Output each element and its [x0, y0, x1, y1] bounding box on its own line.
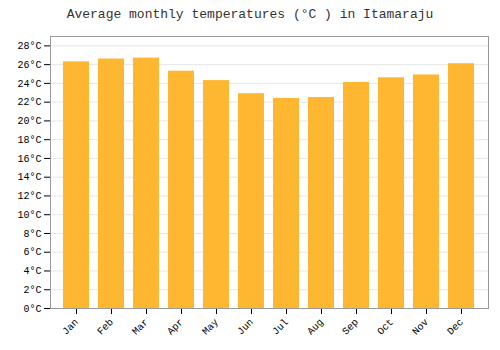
svg-text:22°C: 22°C: [17, 97, 41, 108]
html-text:Average monthly temperatures (: Average monthly temperatures (°C ) in It…: [66, 7, 434, 22]
svg-text:14°C: 14°C: [17, 172, 41, 183]
svg-text:Apr: Apr: [165, 317, 186, 338]
svg-text:10°C: 10°C: [17, 210, 41, 221]
svg-text:Jan: Jan: [60, 317, 81, 338]
svg-text:Sep: Sep: [340, 317, 361, 338]
svg-text:Nov: Nov: [410, 317, 431, 338]
svg-text:26°C: 26°C: [17, 60, 41, 71]
svg-text:28°C: 28°C: [17, 41, 41, 52]
svg-text:6°C: 6°C: [23, 247, 41, 258]
svg-text:4°C: 4°C: [23, 266, 41, 277]
svg-text:Mar: Mar: [130, 317, 151, 338]
svg-text:Oct: Oct: [375, 317, 396, 338]
svg-text:Jun: Jun: [235, 317, 256, 338]
svg-text:12°C: 12°C: [17, 191, 41, 202]
svg-text:Feb: Feb: [95, 317, 116, 338]
svg-text:Aug: Aug: [305, 317, 326, 338]
svg-text:0°C: 0°C: [23, 304, 41, 315]
svg-text:24°C: 24°C: [17, 79, 41, 90]
svg-text:May: May: [200, 317, 221, 338]
svg-text:Jul: Jul: [270, 317, 291, 338]
svg-text:16°C: 16°C: [17, 154, 41, 165]
svg-text:18°C: 18°C: [17, 135, 41, 146]
svg-text:20°C: 20°C: [17, 116, 41, 127]
svg-text:Dec: Dec: [445, 317, 466, 338]
svg-text:2°C: 2°C: [23, 285, 41, 296]
svg-text:8°C: 8°C: [23, 229, 41, 240]
